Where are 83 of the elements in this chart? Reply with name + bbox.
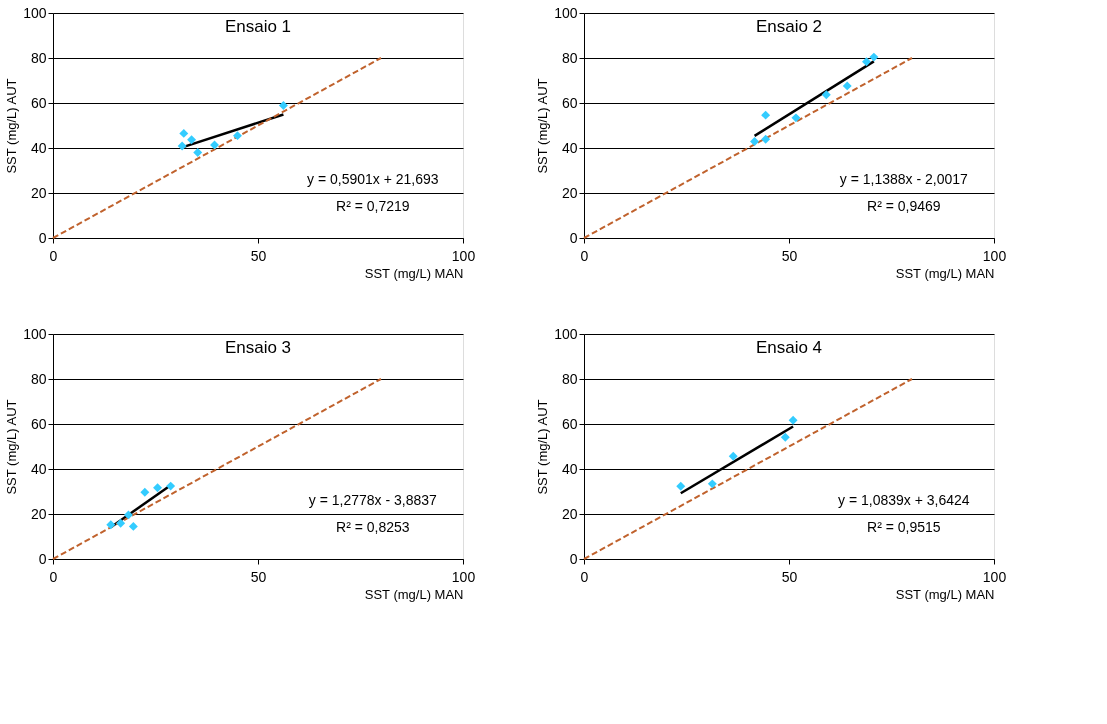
point <box>788 415 798 425</box>
point <box>166 481 176 491</box>
point <box>177 141 187 151</box>
y-tick-label: 100 <box>554 325 578 342</box>
point <box>791 113 801 123</box>
y-tick-label: 20 <box>561 505 578 522</box>
y-tick-label: 100 <box>554 4 578 21</box>
chart-title: Ensaio 1 <box>224 16 292 36</box>
x-tick-label: 100 <box>451 247 476 264</box>
point <box>728 451 738 461</box>
annotation: R² = 0,9469 <box>867 197 941 214</box>
point <box>179 128 189 138</box>
x-tick-label: 50 <box>250 568 267 585</box>
y-tick-label: 20 <box>561 184 578 201</box>
point <box>187 135 197 145</box>
point <box>153 483 163 493</box>
y-tick-label: 80 <box>561 49 578 66</box>
x-tick-label: 100 <box>982 568 1007 585</box>
point <box>862 57 871 67</box>
x-tick-label: 0 <box>49 568 58 585</box>
annotation: R² = 0,9515 <box>867 518 941 535</box>
point <box>116 518 126 528</box>
x-tick-label: 50 <box>250 247 267 264</box>
x-tick-label: 50 <box>781 568 798 585</box>
y-tick-label: 0 <box>38 550 47 567</box>
y-axis-title: SST (mg/L) AUT <box>535 399 551 495</box>
x-tick-label: 50 <box>781 247 798 264</box>
point <box>750 137 760 146</box>
point <box>761 134 771 144</box>
point <box>780 432 790 442</box>
point <box>707 479 717 489</box>
x-tick-label: 100 <box>451 568 476 585</box>
y-tick-label: 0 <box>569 550 578 567</box>
y-tick-label: 40 <box>561 460 578 477</box>
point <box>123 510 133 520</box>
y-tick-label: 80 <box>561 370 578 387</box>
x-axis-title: SST (mg/L) MAN <box>364 586 464 602</box>
annotation: R² = 0,8253 <box>336 518 410 535</box>
y-tick-label: 80 <box>30 370 47 387</box>
y-tick-label: 0 <box>569 229 578 246</box>
y-tick-label: 100 <box>23 4 47 21</box>
annotation: y = 1,0839x + 3,6424 <box>838 491 970 508</box>
point <box>128 521 138 531</box>
y-tick-label: 60 <box>561 94 578 111</box>
point <box>761 110 771 120</box>
point <box>140 487 150 497</box>
point <box>193 148 203 157</box>
x-axis-title: SST (mg/L) MAN <box>895 586 995 602</box>
x-tick-label: 100 <box>982 247 1007 264</box>
point <box>676 481 686 491</box>
annotation: y = 0,5901x + 21,693 <box>307 170 439 187</box>
annotation: R² = 0,7219 <box>336 197 410 214</box>
point <box>210 140 220 150</box>
point <box>869 52 879 62</box>
y-tick-label: 40 <box>561 139 578 156</box>
point <box>842 81 852 91</box>
x-tick-label: 0 <box>580 568 589 585</box>
y-tick-label: 60 <box>30 94 47 111</box>
y-tick-label: 20 <box>30 184 47 201</box>
y-axis-title: SST (mg/L) AUT <box>4 78 20 174</box>
y-tick-label: 20 <box>30 505 47 522</box>
point <box>821 90 831 100</box>
x-axis-title: SST (mg/L) MAN <box>895 265 995 281</box>
y-tick-label: 0 <box>38 229 47 246</box>
annotation: y = 1,1388x - 2,0017 <box>839 170 969 187</box>
chart-title: Ensaio 3 <box>224 337 292 357</box>
y-tick-label: 40 <box>30 460 47 477</box>
y-axis-title: SST (mg/L) AUT <box>535 78 551 174</box>
chart-title: Ensaio 2 <box>755 16 823 36</box>
y-tick-label: 100 <box>23 325 47 342</box>
y-axis-title: SST (mg/L) AUT <box>4 399 20 495</box>
point <box>278 101 288 110</box>
y-tick-label: 60 <box>561 415 578 432</box>
y-tick-label: 80 <box>30 49 47 66</box>
y-tick-label: 60 <box>30 415 47 432</box>
x-tick-label: 0 <box>49 247 58 264</box>
chart-title: Ensaio 4 <box>755 337 823 357</box>
x-tick-label: 0 <box>580 247 589 264</box>
point <box>106 520 116 530</box>
x-axis-title: SST (mg/L) MAN <box>364 265 464 281</box>
annotation: y = 1,2778x - 3,8837 <box>308 491 438 508</box>
y-tick-label: 40 <box>30 139 47 156</box>
point <box>233 131 242 141</box>
